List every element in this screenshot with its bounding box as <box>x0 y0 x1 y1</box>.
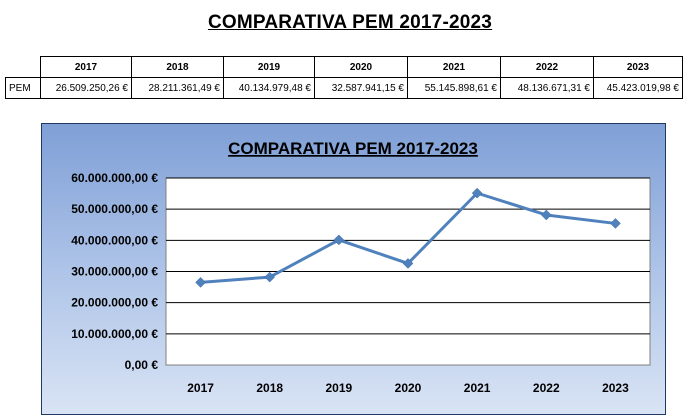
chart-title: COMPARATIVA PEM 2017-2023 <box>228 139 478 158</box>
data-point <box>264 271 276 283</box>
table-cell: 28.211.361,49 € <box>131 77 224 99</box>
data-point <box>610 218 621 229</box>
data-point <box>195 277 206 288</box>
y-tick-label: 60.000.000,00 € <box>71 171 158 185</box>
grid-lines <box>166 177 650 335</box>
x-tick-label: 2018 <box>256 381 283 395</box>
table-header-cell: 2022 <box>500 56 594 78</box>
table-cell: 26.509.250,26 € <box>40 77 132 99</box>
data-point <box>333 234 345 246</box>
x-tick-label: 2017 <box>187 381 214 395</box>
table-header-cell: 2021 <box>407 56 501 78</box>
y-tick-label: 30.000.000,00 € <box>71 265 158 279</box>
y-tick-label: 50.000.000,00 € <box>71 202 158 216</box>
y-tick-label: 20.000.000,00 € <box>71 296 158 310</box>
table-header-cell: 2020 <box>314 56 408 78</box>
data-point <box>402 258 414 269</box>
table-header-cell: 2019 <box>223 56 315 78</box>
chart-area: COMPARATIVA PEM 2017-2023 0,00 € 10.000.0… <box>41 123 666 415</box>
y-tick-label: 10.000.000,00 € <box>71 327 158 341</box>
table-row: PEM 26.509.250,26 € 28.211.361,49 € 40.1… <box>5 77 683 99</box>
y-tick-label: 40.000.000,00 € <box>71 233 158 247</box>
data-table: 2017 2018 2019 2020 2021 2022 2023 PEM 2… <box>5 56 683 99</box>
table-cell: 32.587.941,15 € <box>314 77 408 99</box>
table-cell: 40.134.979,48 € <box>223 77 315 99</box>
table-cell: 55.145.898,61 € <box>407 77 501 99</box>
y-tick-label: 0,00 € <box>125 358 159 372</box>
data-point <box>471 187 483 199</box>
table-header-cell: 2023 <box>593 56 683 78</box>
x-tick-label: 2023 <box>602 381 629 395</box>
x-tick-label: 2021 <box>464 381 491 395</box>
x-tick-label: 2020 <box>395 381 422 395</box>
line-chart: COMPARATIVA PEM 2017-2023 0,00 € 10.000.0… <box>71 139 651 395</box>
data-point <box>540 209 552 221</box>
table-row-label: PEM <box>5 77 41 99</box>
x-tick-label: 2019 <box>326 381 353 395</box>
x-tick-label: 2022 <box>533 381 560 395</box>
table-header-cell: 2017 <box>40 56 132 78</box>
table-cell: 45.423.019,98 € <box>593 77 683 99</box>
table-header-row: 2017 2018 2019 2020 2021 2022 2023 <box>6 56 683 78</box>
table-header-cell: 2018 <box>131 56 224 78</box>
table-corner-cell <box>6 57 41 78</box>
page-title: COMPARATIVA PEM 2017-2023 <box>207 12 493 33</box>
x-axis-tick-labels: 2017 2018 2019 2020 2021 2022 2023 <box>187 381 629 395</box>
table-cell: 48.136.671,31 € <box>500 77 594 99</box>
series-layer <box>195 187 621 288</box>
y-axis-tick-labels: 0,00 € 10.000.000,00 € 20.000.000,00 € 30.0… <box>71 171 158 372</box>
